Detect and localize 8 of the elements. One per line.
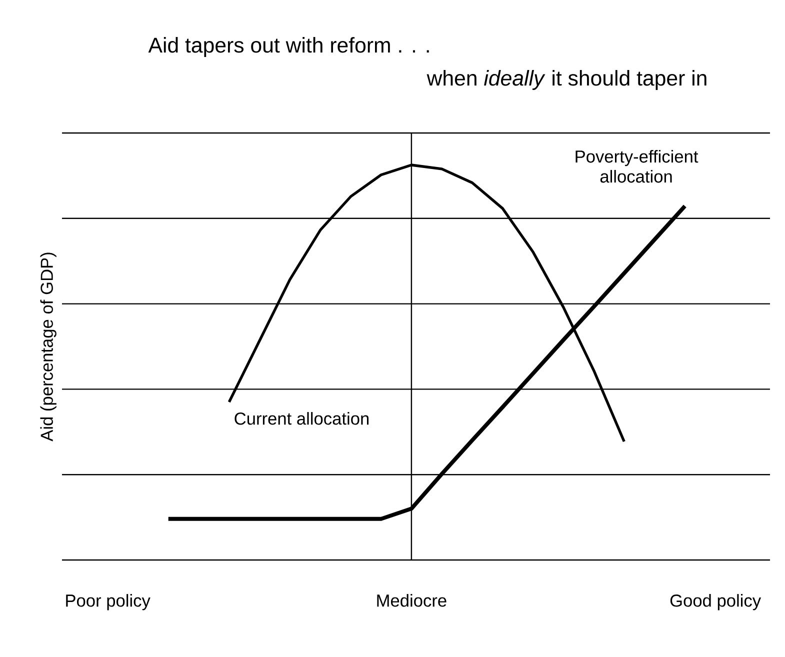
series-label: Poverty-efficient allocation [576,150,698,183]
chart-title: Aid tapers out with reform . . . [148,37,429,57]
series-label: Current allocation [234,412,369,425]
x-tick-label: Mediocre [377,594,446,607]
x-tick-label: Poor policy [66,594,150,610]
chart-subtitle: when ideally it should taper in [426,70,706,90]
x-tick-label: Good policy [670,594,762,610]
y-axis-title: Aid (percentage of GDP) [40,252,56,442]
